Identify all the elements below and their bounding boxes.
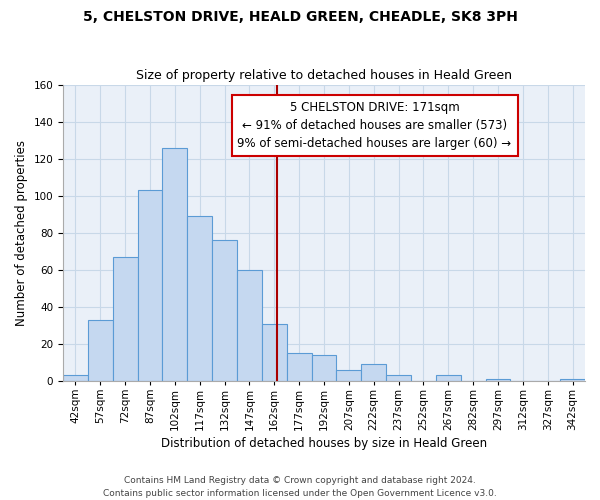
Bar bbox=[113, 257, 137, 381]
Bar bbox=[187, 216, 212, 381]
Bar bbox=[287, 353, 311, 381]
Bar bbox=[212, 240, 237, 381]
Bar bbox=[262, 324, 287, 381]
Bar bbox=[311, 355, 337, 381]
Bar bbox=[88, 320, 113, 381]
Bar bbox=[63, 376, 88, 381]
Bar bbox=[386, 376, 411, 381]
Bar bbox=[436, 376, 461, 381]
Text: 5, CHELSTON DRIVE, HEALD GREEN, CHEADLE, SK8 3PH: 5, CHELSTON DRIVE, HEALD GREEN, CHEADLE,… bbox=[83, 10, 517, 24]
Bar bbox=[361, 364, 386, 381]
Bar bbox=[560, 379, 585, 381]
Text: 5 CHELSTON DRIVE: 171sqm
← 91% of detached houses are smaller (573)
9% of semi-d: 5 CHELSTON DRIVE: 171sqm ← 91% of detach… bbox=[238, 101, 512, 150]
Bar bbox=[337, 370, 361, 381]
Bar bbox=[485, 379, 511, 381]
Bar bbox=[163, 148, 187, 381]
Title: Size of property relative to detached houses in Heald Green: Size of property relative to detached ho… bbox=[136, 69, 512, 82]
Text: Contains HM Land Registry data © Crown copyright and database right 2024.
Contai: Contains HM Land Registry data © Crown c… bbox=[103, 476, 497, 498]
Y-axis label: Number of detached properties: Number of detached properties bbox=[15, 140, 28, 326]
X-axis label: Distribution of detached houses by size in Heald Green: Distribution of detached houses by size … bbox=[161, 437, 487, 450]
Bar bbox=[237, 270, 262, 381]
Bar bbox=[137, 190, 163, 381]
